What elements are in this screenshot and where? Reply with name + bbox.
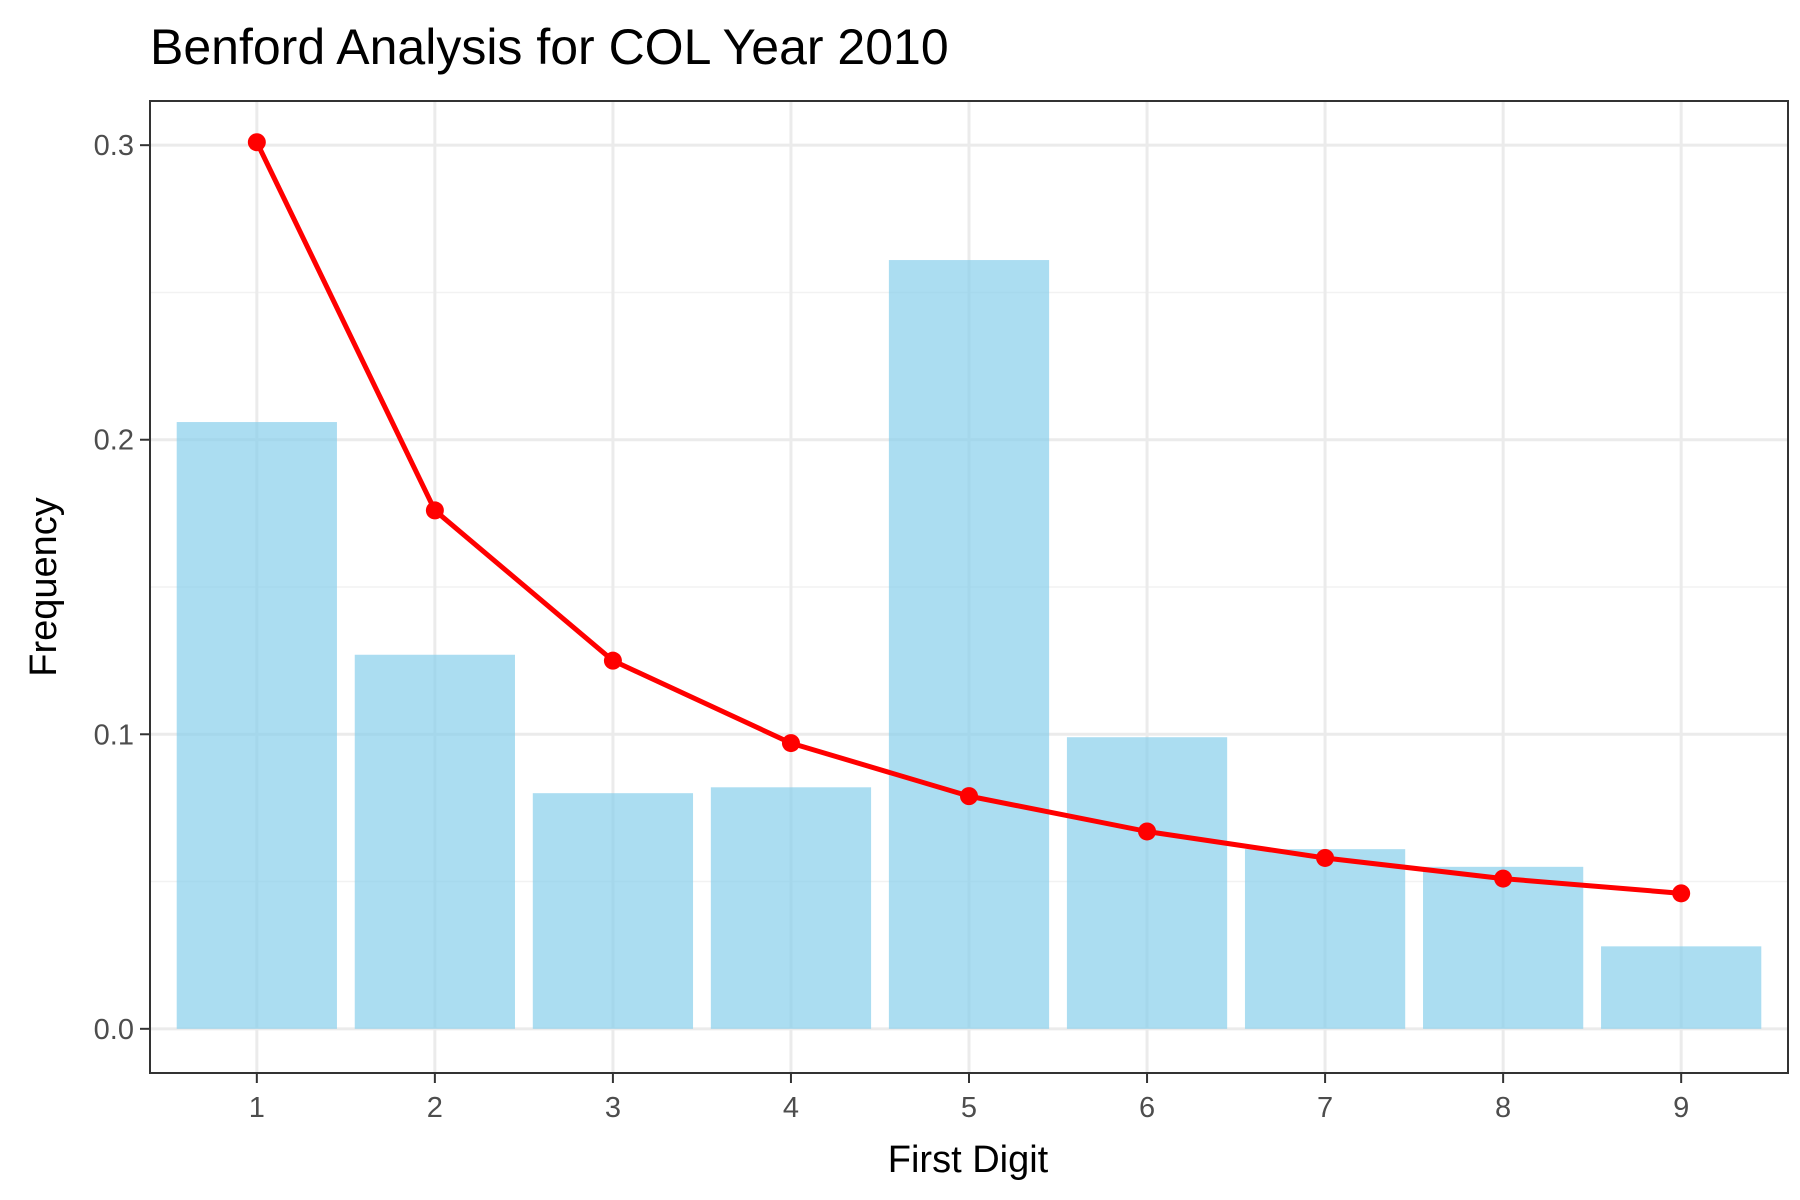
chart-title: Benford Analysis for COL Year 2010 <box>150 19 949 75</box>
x-tick-label: 5 <box>961 1092 977 1124</box>
benford-point-2 <box>425 501 444 520</box>
benford-point-3 <box>603 651 622 670</box>
x-axis-title: First Digit <box>888 1139 1049 1181</box>
benford-point-9 <box>1672 884 1691 903</box>
x-axis-ticks: 1 2 3 4 5 6 7 8 9 <box>249 1073 1689 1124</box>
bars-group <box>176 260 1762 1029</box>
benford-point-8 <box>1494 869 1513 888</box>
x-tick-label: 7 <box>1317 1092 1333 1124</box>
bar-digit-9 <box>1601 946 1762 1029</box>
bar-digit-4 <box>710 787 872 1029</box>
x-tick-label: 9 <box>1673 1092 1689 1124</box>
x-tick-label: 8 <box>1495 1092 1511 1124</box>
x-tick-label: 3 <box>605 1092 621 1124</box>
x-tick-label: 4 <box>783 1092 799 1124</box>
benford-line-group <box>247 133 1691 903</box>
x-tick-label: 6 <box>1139 1092 1155 1124</box>
y-axis-title: Frequency <box>23 497 65 677</box>
bar-digit-6 <box>1066 737 1228 1029</box>
bar-digit-1 <box>176 422 337 1029</box>
y-axis-ticks: 0.0 0.1 0.2 0.3 <box>94 130 150 1046</box>
benford-point-4 <box>781 734 800 753</box>
x-tick-label: 2 <box>427 1092 443 1124</box>
y-tick-label: 0.2 <box>94 425 134 457</box>
y-tick-label: 0.0 <box>94 1014 134 1046</box>
benford-point-6 <box>1138 822 1157 841</box>
benford-point-7 <box>1316 848 1335 867</box>
bar-digit-3 <box>532 793 694 1029</box>
bar-digit-5 <box>888 260 1050 1029</box>
bar-digit-7 <box>1244 849 1406 1029</box>
benford-point-1 <box>247 133 266 152</box>
bar-digit-8 <box>1423 866 1584 1029</box>
bar-digit-2 <box>354 654 515 1029</box>
y-tick-label: 0.1 <box>94 719 134 751</box>
y-tick-label: 0.3 <box>94 130 134 162</box>
x-tick-label: 1 <box>249 1092 265 1124</box>
benford-point-5 <box>960 787 978 806</box>
